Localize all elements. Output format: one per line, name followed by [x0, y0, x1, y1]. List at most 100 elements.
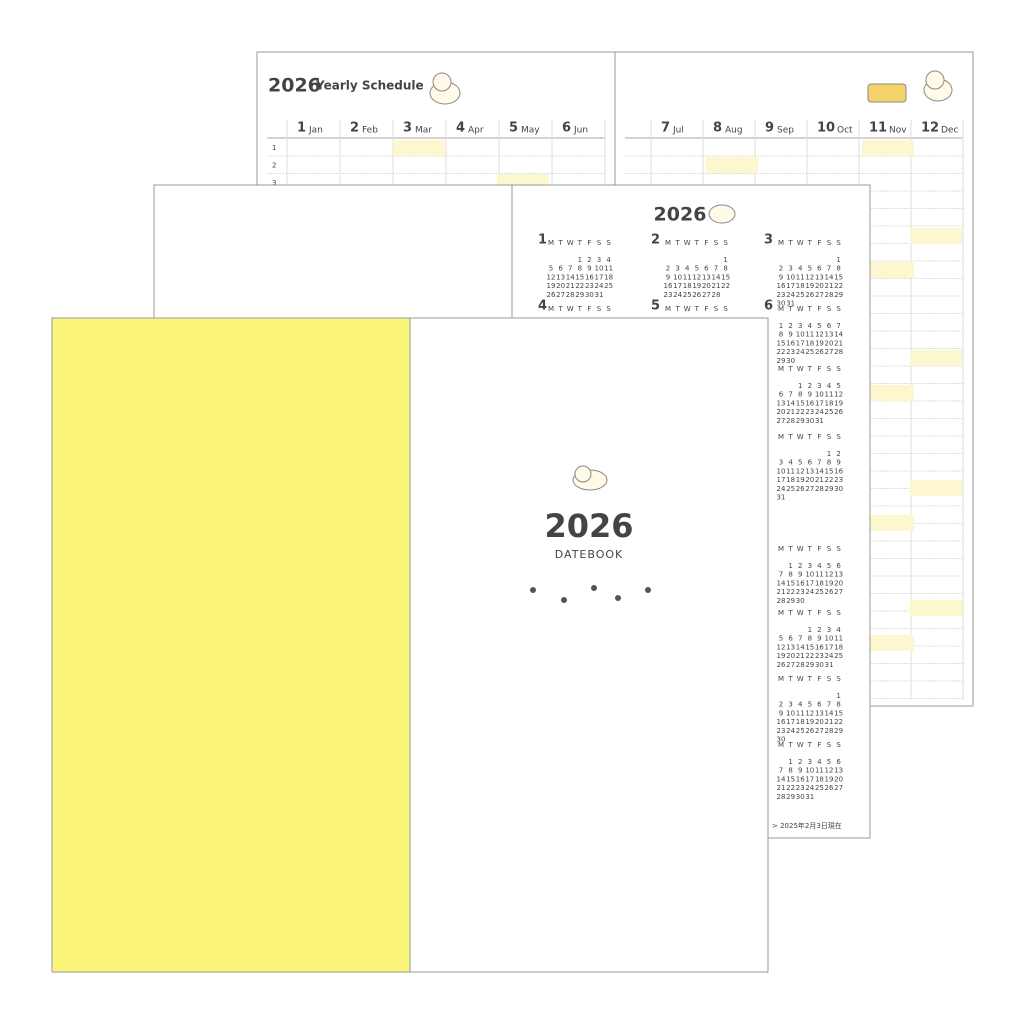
day: 22	[786, 588, 795, 596]
yearly-title: Yearly Schedule	[315, 79, 424, 93]
day: 15	[796, 399, 805, 407]
month-label: 5	[651, 299, 660, 314]
day: 10	[786, 709, 795, 717]
day: 25	[825, 408, 834, 416]
day: 5	[779, 635, 783, 643]
day: 25	[815, 784, 824, 792]
day: 12	[547, 273, 556, 281]
day: 12	[815, 331, 824, 339]
day: 12	[805, 709, 814, 717]
weekday: S	[597, 305, 602, 313]
weekday: F	[817, 741, 821, 749]
day: 5	[827, 758, 831, 766]
weekday: F	[587, 305, 591, 313]
day: 11	[825, 391, 834, 399]
day: 7	[836, 322, 840, 330]
weekday: W	[797, 741, 804, 749]
highlight-cell	[910, 228, 962, 244]
weekday: W	[567, 239, 574, 247]
month-number: 10	[817, 121, 835, 136]
day: 14	[815, 467, 824, 475]
day: 7	[798, 635, 802, 643]
weekday: F	[817, 365, 821, 373]
day: 29	[786, 597, 795, 605]
weekday: T	[557, 305, 563, 313]
weekday: W	[797, 433, 804, 441]
month-label: 6	[764, 299, 773, 314]
day: 1	[578, 256, 582, 264]
day: 12	[796, 467, 805, 475]
weekday: S	[836, 433, 841, 441]
day: 17	[673, 282, 682, 290]
day: 9	[817, 635, 821, 643]
day: 20	[786, 652, 795, 660]
day: 14	[834, 331, 843, 339]
weekday: F	[817, 433, 821, 441]
highlight-cell	[910, 350, 962, 366]
weekday: M	[778, 433, 784, 441]
day: 17	[777, 476, 786, 484]
day: 23	[815, 652, 824, 660]
day: 19	[805, 282, 814, 290]
day: 27	[825, 348, 834, 356]
day: 18	[786, 476, 795, 484]
day: 17	[595, 273, 604, 281]
day: 4	[788, 459, 793, 467]
day: 13	[786, 643, 795, 651]
weekday: S	[606, 239, 611, 247]
day: 8	[798, 391, 802, 399]
day: 1	[827, 450, 831, 458]
day: 24	[805, 588, 814, 596]
day: 11	[786, 467, 795, 475]
day: 20	[805, 476, 814, 484]
weekday: W	[797, 239, 804, 247]
day: 3	[808, 758, 812, 766]
month-name: Feb	[362, 126, 378, 136]
month-name: Aug	[725, 126, 743, 136]
day: 20	[702, 282, 711, 290]
weekday: T	[787, 545, 793, 553]
day: 1	[836, 256, 840, 264]
day: 18	[825, 399, 834, 407]
day: 28	[786, 417, 795, 425]
weekday: M	[778, 545, 784, 553]
day: 21	[815, 476, 824, 484]
row-number: 3	[272, 179, 276, 187]
day: 9	[808, 391, 812, 399]
weekday: T	[807, 239, 813, 247]
month-number: 5	[509, 121, 518, 136]
day: 16	[664, 282, 673, 290]
day: 23	[786, 348, 795, 356]
day: 27	[786, 661, 795, 669]
day: 19	[815, 339, 824, 347]
day: 28	[566, 291, 575, 299]
day: 24	[815, 408, 824, 416]
day: 30	[834, 485, 843, 493]
day: 23	[777, 727, 786, 735]
weekday: S	[827, 433, 832, 441]
highlight-cell	[862, 515, 914, 531]
weekday: T	[807, 305, 813, 313]
day: 21	[786, 408, 795, 416]
day: 2	[808, 382, 812, 390]
weekday: S	[827, 365, 832, 373]
weekday: F	[817, 545, 821, 553]
day: 4	[817, 758, 822, 766]
day: 7	[827, 265, 831, 273]
day: 28	[825, 291, 834, 299]
day: 20	[815, 718, 824, 726]
month-number: 8	[713, 121, 722, 136]
highlight-cell	[910, 600, 962, 616]
day: 14	[825, 273, 834, 281]
day: 29	[834, 727, 843, 735]
cover: 2026 DATEBOOK	[51, 317, 769, 973]
day: 11	[815, 571, 824, 579]
weekday: F	[817, 675, 821, 683]
month-label: 3	[764, 233, 773, 248]
day: 8	[808, 635, 812, 643]
weekday: M	[778, 609, 784, 617]
